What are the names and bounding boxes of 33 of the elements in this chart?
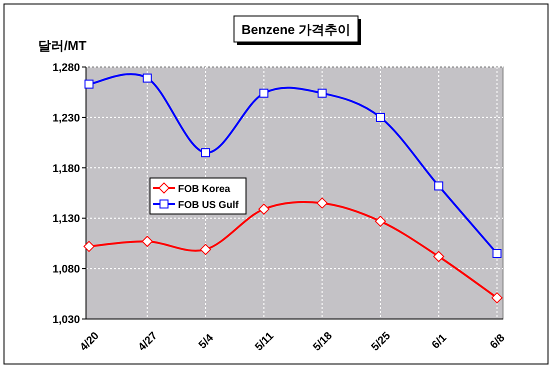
y-tick-label: 1,130 <box>52 213 80 226</box>
point <box>84 80 94 89</box>
y-axis-title: 달러/MT <box>38 38 86 53</box>
y-tick-label: 1,230 <box>52 112 80 124</box>
y-tick-label: 1,080 <box>52 264 80 276</box>
point <box>434 181 444 190</box>
point <box>142 236 153 247</box>
point <box>492 248 502 258</box>
x-tick-label: 6/8 <box>488 332 508 352</box>
point <box>258 204 270 215</box>
point <box>374 216 386 227</box>
x-tick-label: 4/20 <box>78 330 102 354</box>
point <box>201 148 210 158</box>
point <box>316 198 328 209</box>
point <box>492 292 502 304</box>
y-tick-label: 1,030 <box>52 314 80 326</box>
point <box>84 240 94 252</box>
x-tick-label: 5/4 <box>196 331 217 352</box>
x-tick-label: 4/27 <box>136 330 160 354</box>
y-tick-label: 1,180 <box>52 162 80 175</box>
point <box>318 88 327 98</box>
y-tick-label: 1,280 <box>52 62 80 74</box>
point <box>142 74 152 83</box>
point <box>259 88 268 98</box>
legend-label: FOB Korea <box>178 184 231 195</box>
chart-title: Benzene 가격추이 <box>241 22 351 37</box>
x-tick-label: 5/18 <box>311 330 335 354</box>
point <box>433 251 444 262</box>
point <box>376 112 385 122</box>
point <box>200 244 212 255</box>
x-tick-label: 6/1 <box>430 332 450 352</box>
x-tick-label: 5/11 <box>252 330 276 354</box>
legend-label: FOB US Gulf <box>178 200 240 211</box>
